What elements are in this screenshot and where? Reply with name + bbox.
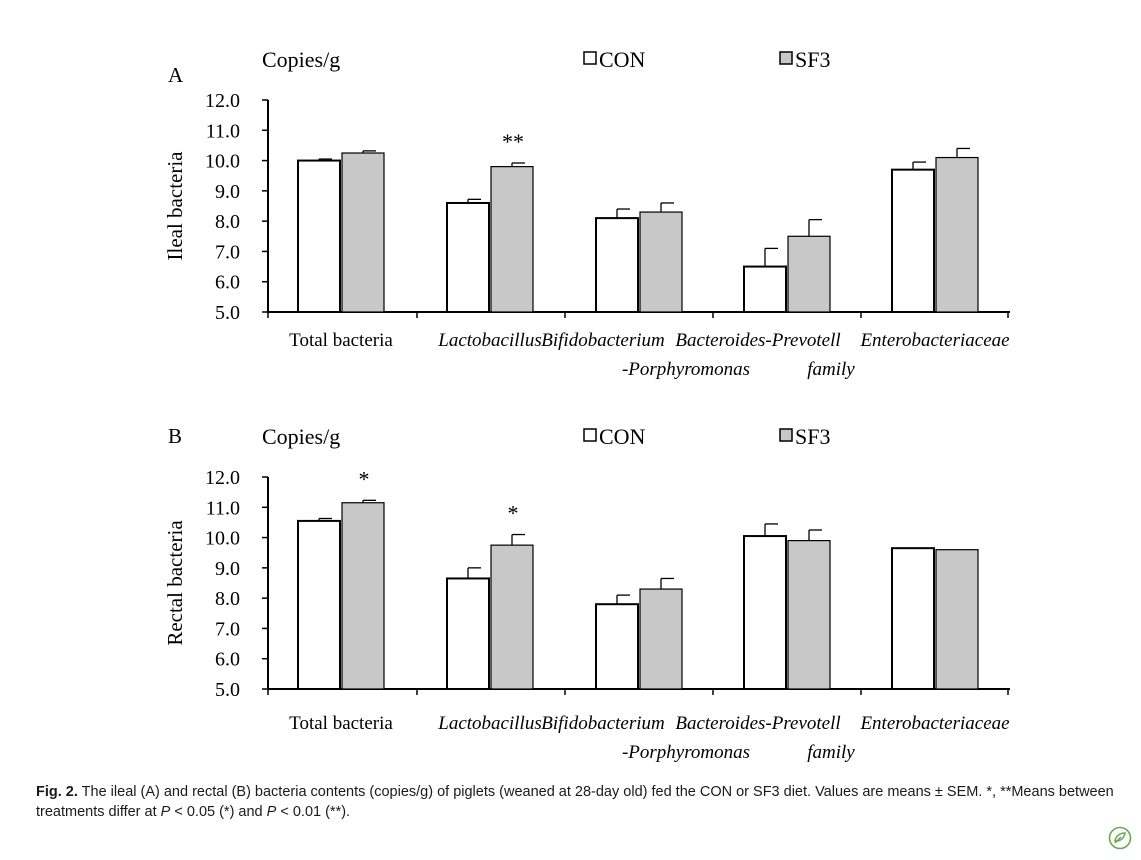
category-label-0: Total bacteria <box>289 713 393 734</box>
caption-text-1: The ileal (A) and rectal (B) bacteria co… <box>36 784 1114 820</box>
y-tick-label: 9.0 <box>215 558 240 580</box>
category-label-1: Lactobacillus <box>437 330 541 351</box>
y-tick-label: 8.0 <box>215 588 240 610</box>
y-tick-label: 9.0 <box>215 181 240 203</box>
bar-con-4 <box>891 168 935 313</box>
y-axis-label: Ileal bacteria <box>163 151 187 261</box>
bar-sf3-4 <box>935 156 979 313</box>
caption-fig-label: Fig. 2. <box>36 784 78 800</box>
category-label-4: Enterobacteriaceae <box>859 330 1009 351</box>
bar-sf3-2 <box>639 588 683 690</box>
bar-con-0 <box>297 519 341 691</box>
y-axis-label: Rectal bacteria <box>163 520 187 646</box>
legend-swatch-sf3 <box>779 428 793 442</box>
bar-con-3 <box>743 265 787 314</box>
category-label-0: Total bacteria <box>289 330 393 351</box>
caption-p-1: P <box>160 804 171 820</box>
y-tick-label: 8.0 <box>215 211 240 233</box>
bar-con-1 <box>446 577 490 691</box>
legend-label-con: CON <box>599 424 646 449</box>
y-tick-label: 12.0 <box>205 467 240 489</box>
caption-text-3: < 0.01 (**). <box>276 804 351 820</box>
category-label-2-line2: -Porphyromonas <box>622 359 750 380</box>
panel-label: B <box>168 424 182 448</box>
category-label-2-line2: -Porphyromonas <box>622 742 750 763</box>
y-tick-label: 11.0 <box>206 120 240 142</box>
significance-marker: * <box>359 466 370 491</box>
y-tick-label: 5.0 <box>215 679 240 701</box>
bar-con-3 <box>743 535 787 690</box>
bar-sf3-1 <box>490 166 534 313</box>
bar-con-4 <box>891 547 935 691</box>
category-label-3: Bacteroides-Prevotell <box>675 713 840 734</box>
y-tick-label: 10.0 <box>205 528 240 550</box>
category-label-3-line2: family <box>807 359 855 380</box>
bar-con-2 <box>595 217 639 313</box>
legend-swatch-con <box>583 51 597 65</box>
caption-text-2: < 0.05 (*) and <box>170 804 267 820</box>
bar-sf3-3 <box>787 539 831 690</box>
unit-label: Copies/g <box>262 47 340 72</box>
category-label-4: Enterobacteriaceae <box>859 713 1009 734</box>
y-tick-label: 7.0 <box>215 241 240 263</box>
significance-marker: * <box>508 501 519 526</box>
bar-sf3-2 <box>639 211 683 313</box>
bar-sf3-4 <box>935 549 979 690</box>
category-label-1: Lactobacillus <box>437 713 541 734</box>
y-tick-label: 6.0 <box>215 272 240 294</box>
panel-a-ileal-chart: A Copies/g CON SF3 Ileal bacteria 12.0 11.0 10.… <box>163 47 1010 380</box>
figure-caption: Fig. 2. The ileal (A) and rectal (B) bac… <box>36 782 1136 822</box>
bar-con-1 <box>446 201 490 314</box>
legend-label-con: CON <box>599 47 646 72</box>
bar-sf3-3 <box>787 235 831 313</box>
significance-marker: ** <box>502 129 524 154</box>
panel-label: A <box>168 63 184 87</box>
panel-b-rectal-chart: B Copies/g CON SF3 Rectal bacteria 12.0 11.0 10… <box>163 424 1010 763</box>
caption-p-2: P <box>266 804 277 820</box>
y-tick-label: 10.0 <box>205 151 240 173</box>
y-tick-label: 12.0 <box>205 90 240 112</box>
y-tick-label: 11.0 <box>206 497 240 519</box>
bar-sf3-0 <box>341 502 385 690</box>
y-tick-label: 6.0 <box>215 649 240 671</box>
category-label-2: Bifidobacterium <box>541 713 664 734</box>
category-label-3-line2: family <box>807 742 855 763</box>
legend-label-sf3: SF3 <box>795 424 830 449</box>
elsevier-leaf-icon <box>1108 826 1132 850</box>
legend-swatch-con <box>583 428 597 442</box>
unit-label: Copies/g <box>262 424 340 449</box>
y-tick-label: 5.0 <box>215 302 240 324</box>
y-tick-label: 7.0 <box>215 618 240 640</box>
bar-con-0 <box>297 159 341 313</box>
category-label-2: Bifidobacterium <box>541 330 664 351</box>
category-label-3: Bacteroides-Prevotell <box>675 330 840 351</box>
legend-label-sf3: SF3 <box>795 47 830 72</box>
bar-con-2 <box>595 603 639 691</box>
bar-sf3-1 <box>490 544 534 690</box>
legend-swatch-sf3 <box>779 51 793 65</box>
bar-sf3-0 <box>341 152 385 313</box>
